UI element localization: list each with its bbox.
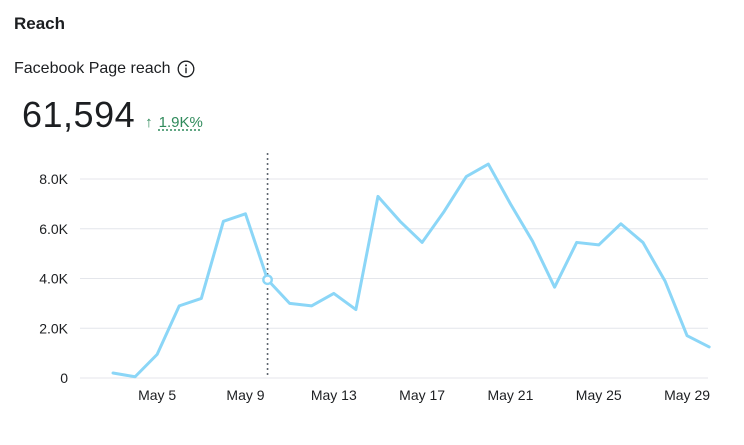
- y-tick-label: 4.0K: [39, 271, 68, 287]
- data-point[interactable]: [152, 349, 162, 359]
- arrow-up-icon: ↑: [145, 114, 153, 131]
- y-tick-label: 8.0K: [39, 171, 68, 187]
- data-point[interactable]: [550, 282, 560, 292]
- x-tick-label: May 5: [138, 387, 176, 403]
- data-point[interactable]: [660, 276, 670, 286]
- data-point[interactable]: [616, 219, 626, 229]
- data-point[interactable]: [351, 305, 361, 315]
- x-tick-label: May 9: [226, 387, 264, 403]
- data-point[interactable]: [439, 206, 449, 216]
- data-point[interactable]: [285, 298, 295, 308]
- data-point[interactable]: [174, 301, 184, 311]
- metric-value: 61,594: [22, 94, 136, 135]
- data-point[interactable]: [528, 236, 538, 246]
- data-point[interactable]: [461, 172, 471, 182]
- data-point[interactable]: [373, 191, 383, 201]
- data-point[interactable]: [130, 372, 140, 382]
- hovered-data-point[interactable]: [262, 274, 273, 286]
- x-tick-label: May 17: [399, 387, 445, 403]
- data-point[interactable]: [218, 216, 228, 226]
- metric-value-row: 61,594 ↑ 1.9K%: [22, 94, 203, 136]
- data-point[interactable]: [108, 368, 118, 378]
- data-point[interactable]: [594, 240, 604, 250]
- data-point[interactable]: [483, 159, 493, 169]
- data-point[interactable]: [704, 342, 714, 352]
- data-point[interactable]: [417, 237, 427, 247]
- change-value: 1.9K%: [158, 114, 203, 131]
- data-point[interactable]: [307, 301, 317, 311]
- metric-change[interactable]: ↑ 1.9K%: [145, 114, 203, 131]
- info-circle-icon[interactable]: [177, 60, 195, 78]
- metric-header: Facebook Page reach: [14, 60, 195, 78]
- data-point[interactable]: [395, 216, 405, 226]
- y-tick-label: 6.0K: [39, 221, 68, 237]
- x-tick-label: May 13: [311, 387, 357, 403]
- data-point[interactable]: [505, 199, 515, 209]
- data-point[interactable]: [572, 237, 582, 247]
- x-tick-label: May 21: [487, 387, 533, 403]
- data-point[interactable]: [638, 237, 648, 247]
- section-title: Reach: [14, 14, 66, 33]
- data-point[interactable]: [682, 331, 692, 341]
- y-tick-label: 2.0K: [39, 320, 68, 336]
- metric-label: Facebook Page reach: [14, 60, 171, 77]
- x-tick-label: May 25: [576, 387, 622, 403]
- x-tick-label: May 29: [664, 387, 710, 403]
- series-line[interactable]: [111, 162, 711, 379]
- y-tick-label: 0: [60, 370, 68, 386]
- data-point[interactable]: [240, 209, 250, 219]
- data-point[interactable]: [329, 288, 339, 298]
- data-point[interactable]: [196, 293, 206, 303]
